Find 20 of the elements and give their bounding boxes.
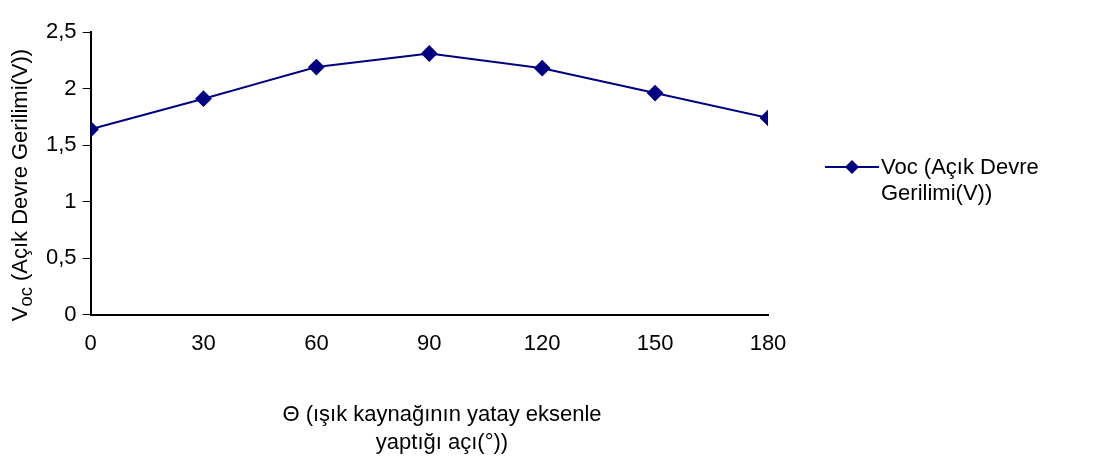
point <box>421 45 438 62</box>
y-tick-label: 0 <box>64 300 77 326</box>
point <box>647 85 664 102</box>
y-tick-label: 2,5 <box>45 18 77 44</box>
point <box>534 60 551 77</box>
point <box>195 90 212 107</box>
y-tick-label: 0,5 <box>45 244 77 270</box>
y-tick-label: 1,5 <box>45 131 77 157</box>
x-tick-label: 120 <box>523 329 561 355</box>
x-tick-label: 60 <box>304 329 329 355</box>
x-tick-label: 90 <box>417 329 442 355</box>
point <box>308 59 325 76</box>
legend-label: Voc (Açık Devre Gerilimi(V)) <box>881 154 1040 206</box>
x-tick-label: 150 <box>636 329 674 355</box>
x-tick-label: 30 <box>191 329 216 355</box>
x-tick-label: 0 <box>84 329 97 355</box>
y-tick-label: 1 <box>64 187 77 213</box>
x-axis-title: Θ (ışık kaynağının yatay eksenle yaptığı açı(°)) <box>281 400 603 456</box>
y-tick-label: 2 <box>64 74 77 100</box>
x-tick-label: 180 <box>749 329 787 355</box>
